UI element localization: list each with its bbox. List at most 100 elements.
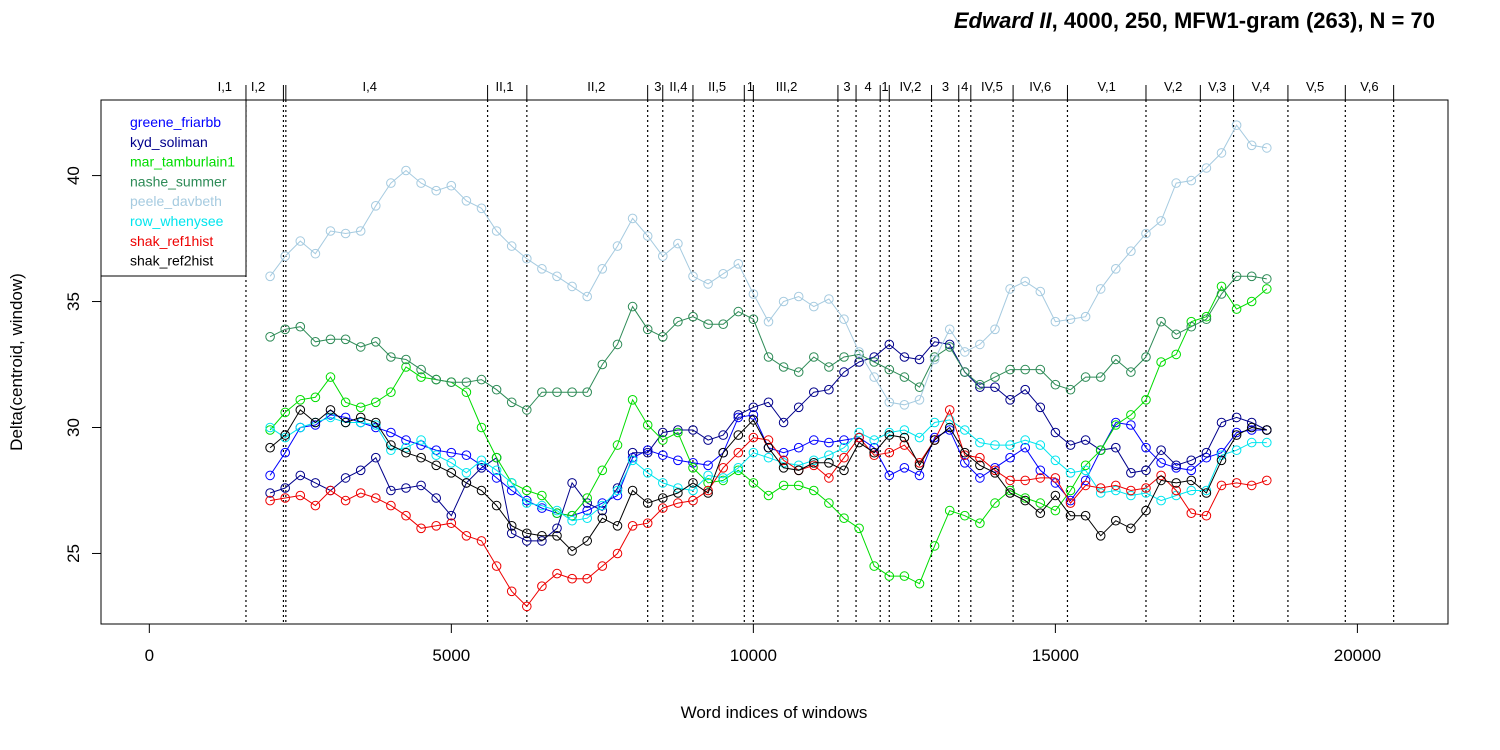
series-layer bbox=[265, 120, 1272, 612]
data-point bbox=[1126, 523, 1136, 534]
data-point bbox=[733, 410, 744, 420]
data-point bbox=[975, 339, 985, 350]
data-point bbox=[1231, 271, 1242, 282]
series-peele-davbeth bbox=[265, 120, 1272, 410]
data-point bbox=[325, 405, 336, 415]
data-point bbox=[506, 586, 517, 597]
data-point bbox=[688, 463, 698, 473]
data-point bbox=[778, 455, 789, 466]
data-point bbox=[1005, 395, 1015, 405]
data-point bbox=[371, 452, 381, 463]
data-point bbox=[809, 352, 819, 362]
data-point bbox=[1246, 437, 1257, 448]
series-line bbox=[269, 124, 1267, 406]
data-point bbox=[280, 483, 291, 493]
data-point bbox=[899, 463, 910, 473]
data-point bbox=[990, 382, 1000, 393]
data-point bbox=[1246, 140, 1257, 151]
data-point bbox=[869, 447, 880, 458]
data-point bbox=[824, 294, 834, 304]
legend: greene_friarbb kyd_soliman mar_tamburlain1… bbox=[100, 99, 247, 277]
data-point bbox=[1035, 364, 1046, 375]
data-point bbox=[506, 521, 517, 531]
data-point bbox=[839, 314, 849, 325]
data-point bbox=[899, 400, 910, 410]
data-point bbox=[854, 432, 864, 443]
data-point bbox=[944, 405, 955, 415]
data-point bbox=[1111, 354, 1121, 365]
data-point bbox=[1201, 447, 1212, 458]
data-point bbox=[944, 422, 955, 433]
data-point bbox=[416, 435, 426, 445]
data-point bbox=[718, 473, 729, 483]
scene-label: V,6 bbox=[1360, 79, 1378, 94]
data-point bbox=[1186, 321, 1197, 332]
data-point bbox=[914, 395, 925, 405]
y-tick-label: 35 bbox=[64, 292, 83, 311]
data-point bbox=[975, 437, 985, 448]
data-point bbox=[461, 387, 472, 398]
data-point bbox=[1186, 455, 1197, 466]
data-point bbox=[401, 362, 411, 372]
data-point bbox=[597, 498, 608, 508]
data-point bbox=[506, 397, 517, 408]
data-point bbox=[899, 432, 910, 443]
scene-label: 3 bbox=[843, 79, 850, 94]
data-point bbox=[990, 440, 1000, 450]
data-point bbox=[1080, 435, 1091, 445]
data-point bbox=[1020, 442, 1030, 453]
data-point bbox=[1050, 379, 1061, 390]
data-point bbox=[1262, 437, 1272, 448]
data-point bbox=[506, 528, 517, 539]
data-point bbox=[1156, 357, 1166, 367]
data-point bbox=[809, 435, 819, 445]
data-point bbox=[1216, 289, 1227, 299]
data-point bbox=[567, 281, 577, 292]
data-point bbox=[371, 337, 381, 347]
data-point bbox=[1065, 384, 1076, 395]
data-point bbox=[673, 425, 683, 435]
data-point bbox=[612, 548, 623, 559]
data-point bbox=[401, 442, 411, 453]
series-row-whenysee bbox=[265, 412, 1272, 526]
data-point bbox=[793, 480, 804, 491]
data-point bbox=[1050, 473, 1061, 483]
data-point bbox=[914, 578, 925, 589]
data-point bbox=[1095, 284, 1106, 294]
data-point bbox=[824, 498, 834, 508]
data-point bbox=[522, 253, 532, 264]
x-tick-label: 20000 bbox=[1334, 646, 1381, 665]
data-point bbox=[733, 412, 744, 423]
data-point bbox=[960, 450, 970, 461]
data-point bbox=[975, 473, 985, 483]
data-point bbox=[461, 377, 472, 388]
data-point bbox=[537, 264, 547, 274]
data-point bbox=[793, 367, 804, 377]
series-shak-ref2hist bbox=[265, 405, 1272, 556]
data-point bbox=[884, 339, 895, 350]
data-point bbox=[506, 478, 517, 488]
data-point bbox=[642, 518, 653, 529]
data-point bbox=[627, 485, 638, 496]
data-point bbox=[1126, 410, 1136, 420]
data-point bbox=[1080, 480, 1091, 491]
data-point bbox=[431, 185, 442, 196]
data-point bbox=[340, 495, 351, 506]
data-point bbox=[567, 573, 577, 584]
data-point bbox=[1201, 452, 1212, 463]
data-point bbox=[1065, 495, 1076, 506]
data-point bbox=[567, 515, 577, 526]
data-point bbox=[461, 531, 472, 541]
data-point bbox=[280, 407, 291, 418]
data-point bbox=[809, 485, 819, 496]
series-shak-ref1hist bbox=[265, 405, 1272, 612]
data-point bbox=[688, 485, 698, 496]
data-point bbox=[990, 498, 1000, 508]
legend-entry: row_whenysee bbox=[130, 213, 224, 229]
data-point bbox=[627, 521, 638, 531]
data-point bbox=[416, 480, 426, 491]
data-point bbox=[703, 435, 713, 445]
data-point bbox=[914, 460, 925, 471]
data-point bbox=[1065, 510, 1076, 521]
